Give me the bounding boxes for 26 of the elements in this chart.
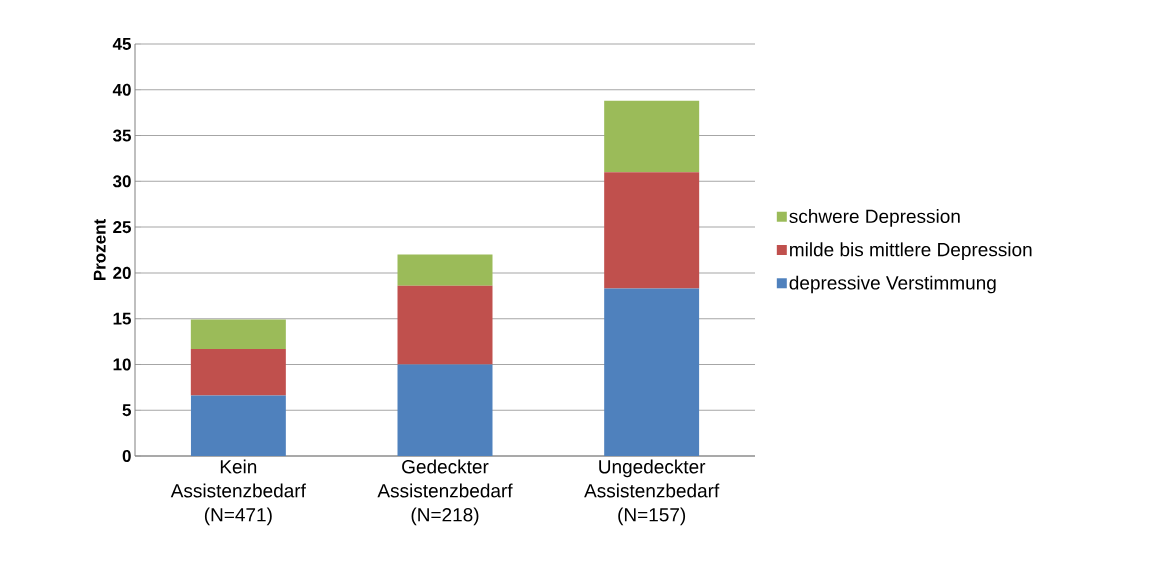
- y-tick-label: 25: [113, 221, 131, 234]
- bar: [397, 364, 493, 456]
- legend-label: schwere Depression: [789, 209, 960, 227]
- y-tick-label: 35: [112, 129, 131, 142]
- bar: [397, 254, 493, 286]
- y-axis-title: Prozent: [93, 219, 106, 281]
- bar: [604, 288, 700, 456]
- y-tick-label: 40: [112, 83, 131, 96]
- bar: [190, 319, 286, 349]
- y-tick-label: 20: [113, 266, 131, 279]
- x-tick-label: Ungedeckter Assistenzbedarf (N=157): [584, 459, 720, 526]
- x-tick-label: Kein Assistenzbedarf (N=471): [170, 459, 306, 526]
- y-tick-label: 0: [122, 449, 131, 463]
- bar: [190, 395, 286, 456]
- legend-label: depressive Verstimmung: [789, 275, 996, 294]
- y-tick-label: 30: [112, 175, 131, 188]
- bar: [190, 348, 286, 396]
- legend-label: milde bis mittlere Depression: [790, 242, 1032, 261]
- y-tick-label: 15: [113, 312, 131, 325]
- bar: [604, 172, 700, 289]
- bar: [604, 100, 700, 173]
- x-tick-label: Gedeckter Assistenzbedarf (N=218): [377, 459, 513, 526]
- bar: [397, 285, 493, 365]
- y-tick-label: 5: [122, 404, 131, 417]
- y-tick-label: 45: [112, 38, 131, 50]
- y-tick-label: 10: [113, 358, 131, 371]
